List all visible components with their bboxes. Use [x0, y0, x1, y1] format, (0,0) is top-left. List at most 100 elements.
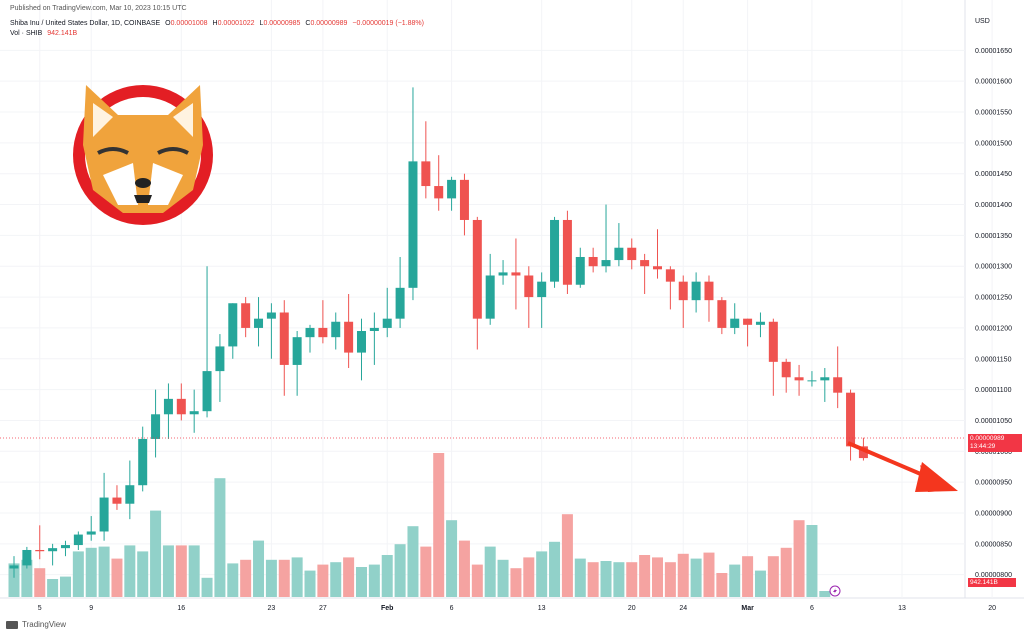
- volume-bar: [613, 562, 625, 597]
- candle-body: [279, 312, 289, 365]
- volume-bar: [433, 453, 445, 597]
- candle-body: [807, 380, 817, 382]
- candle-body: [498, 272, 508, 276]
- x-tick-label: 27: [319, 605, 327, 612]
- candle-body: [511, 272, 521, 276]
- time-axis[interactable]: 5 9 16 23 27 Feb 6 13 20 24 Mar 6 13 20: [38, 605, 996, 612]
- volume-bar: [446, 520, 458, 597]
- y-tick-label: 0.00001600: [975, 79, 1012, 86]
- ohlc-legend: Shiba Inu / United States Dollar, 1D, CO…: [10, 20, 427, 27]
- volume-bar: [72, 551, 84, 597]
- x-tick-label: Mar: [741, 605, 754, 612]
- volume-bar: [21, 559, 33, 597]
- candle-body: [858, 446, 868, 459]
- candle-body: [846, 392, 856, 447]
- volume-bar: [471, 564, 483, 597]
- candle-body: [189, 411, 199, 415]
- volume-bar: [549, 541, 561, 597]
- volume-bar: [652, 557, 663, 597]
- published-note: Published on TradingView.com, Mar 10, 20…: [10, 5, 187, 12]
- close-label: C: [305, 20, 311, 27]
- volume-bar: [806, 525, 818, 597]
- volume-bar: [59, 576, 71, 597]
- price-axis[interactable]: 0.00000800 0.00000850 0.00000900 0.00000950…: [975, 48, 1012, 579]
- y-tick-label: 0.00001450: [975, 171, 1012, 178]
- volume-bar: [278, 559, 290, 597]
- y-tick-label: 0.00000900: [975, 510, 1012, 517]
- candle-body: [691, 281, 701, 301]
- candle-body: [434, 186, 444, 199]
- y-tick-label: 0.00001400: [975, 202, 1012, 209]
- x-tick-label: 5: [38, 605, 42, 612]
- candle-body: [472, 219, 482, 319]
- candle-body: [228, 303, 238, 347]
- volume-bar: [162, 545, 174, 597]
- candle-body: [331, 321, 341, 338]
- candle-body: [35, 549, 45, 552]
- open-label: O: [165, 20, 171, 27]
- volume-bar: [8, 563, 20, 597]
- x-tick-label: 24: [679, 605, 687, 612]
- tradingview-brand[interactable]: TradingView: [6, 620, 66, 629]
- x-tick-label: 6: [450, 605, 454, 612]
- volume-bar: [754, 570, 766, 597]
- candle-body: [408, 161, 418, 288]
- volume-legend: Vol · SHIB 942.141B: [10, 30, 80, 37]
- volume-bar: [716, 573, 728, 597]
- y-tick-label: 0.00001500: [975, 140, 1012, 147]
- y-tick-label: 0.00000950: [975, 480, 1012, 487]
- volume-bar: [729, 564, 741, 597]
- candle-body: [60, 545, 70, 549]
- y-tick-label: 0.00001650: [975, 48, 1012, 55]
- currency-label: USD: [975, 18, 990, 25]
- x-tick-label: 13: [538, 605, 546, 612]
- high-value: 0.00001022: [217, 20, 255, 27]
- tradingview-icon: [6, 620, 18, 629]
- candle-body: [704, 281, 714, 301]
- volume-bar: [819, 591, 831, 597]
- candle-body: [151, 414, 161, 439]
- y-tick-label: 0.00001300: [975, 264, 1012, 271]
- volume-bar: [742, 556, 754, 597]
- volume-bar: [458, 540, 470, 597]
- candle-body: [768, 321, 778, 362]
- candle-body: [588, 256, 598, 267]
- volume-bar: [343, 557, 355, 597]
- lightning-icon[interactable]: [829, 585, 841, 597]
- volume-bar: [47, 579, 59, 597]
- candle-body: [125, 485, 135, 504]
- candle-body: [833, 377, 843, 393]
- y-tick-label: 0.00001000: [975, 449, 1012, 456]
- open-value: 0.00001008: [170, 20, 208, 27]
- candle-body: [794, 377, 804, 381]
- volume-bar: [124, 545, 136, 597]
- candle-body: [176, 398, 186, 415]
- x-tick-label: Feb: [381, 605, 393, 612]
- high-label: H: [212, 20, 218, 27]
- volume-bar: [214, 478, 226, 597]
- symbol-label: Shiba Inu / United States Dollar, 1D, CO…: [10, 20, 161, 27]
- volume-bar: [639, 555, 651, 597]
- y-tick-label: 0.00001350: [975, 233, 1012, 240]
- change-value: −0.00000019 (−1.88%): [352, 20, 424, 27]
- candle-body: [112, 497, 122, 504]
- volume-bar: [137, 551, 149, 597]
- volume-bar: [574, 558, 586, 597]
- candle-body: [550, 219, 560, 282]
- candle-body: [575, 256, 585, 285]
- volume-bar: [793, 520, 805, 597]
- volume-bar: [407, 526, 419, 597]
- candle-body: [743, 318, 753, 325]
- x-tick-label: 20: [628, 605, 636, 612]
- candle-body: [138, 438, 148, 486]
- candle-body: [292, 337, 302, 365]
- candle-body: [678, 281, 688, 301]
- candle-body: [820, 377, 830, 381]
- candle-body: [665, 269, 675, 282]
- volume-bars: [8, 453, 831, 597]
- volume-label: Vol · SHIB: [10, 30, 43, 37]
- countdown-text: 13:44:29: [970, 443, 996, 450]
- volume-bar: [587, 562, 599, 597]
- x-tick-label: 9: [89, 605, 93, 612]
